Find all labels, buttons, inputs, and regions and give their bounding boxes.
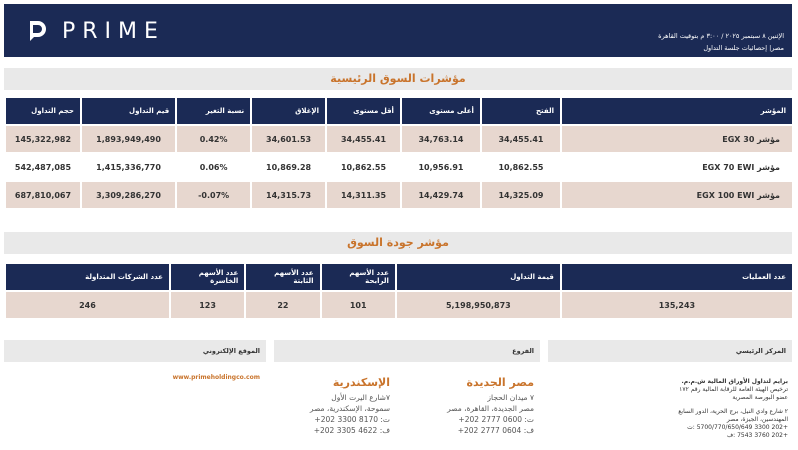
cell-low: 34,455.41: [327, 126, 400, 152]
alex-addr2: سموحة، الإسكندرية، مصر: [309, 404, 390, 413]
brand-name: PRIME: [62, 18, 165, 44]
cell-close: 34,601.53: [252, 126, 326, 152]
cell-open: 14,325.09: [481, 182, 560, 208]
cell-deals: 135,243: [561, 292, 792, 318]
hq-tel: +202 3300 5700/770/650/649 :ت: [687, 424, 788, 431]
alex-branch: الإسكندرية ٧شارع اليرت الأول سموحة، الإس…: [270, 376, 390, 436]
heliopolis-addr2: مصر الجديدة، القاهرة، مصر: [447, 404, 534, 413]
session-date: الإثنين ٨ سبتمبر ٢٠٢٥ / ٣:٠٠ م بتوقيت ال…: [658, 32, 784, 40]
col-index: المؤشر: [561, 98, 792, 124]
col-high: أعلى مستوى: [401, 98, 480, 124]
cell-volume: 145,322,982: [6, 126, 80, 152]
cell-unchanged: 22: [246, 292, 320, 318]
col-unchanged: عدد الأسهم الثابتة: [246, 264, 320, 290]
cell-high: 10,956.91: [401, 154, 480, 180]
heliopolis-branch: مصر الجديدة ٧ ميدان الحجاز مصر الجديدة، …: [412, 376, 534, 436]
quality-title: مؤشر جودة السوق: [4, 232, 792, 254]
hq-license2: عضو البورصة المصرية: [732, 394, 788, 401]
col-change: نسبة التغير: [177, 98, 251, 124]
header-info: الإثنين ٨ سبتمبر ٢٠٢٥ / ٣:٠٠ م بتوقيت ال…: [658, 30, 784, 54]
cell-index: مؤشر EGX 100 EWI: [561, 182, 792, 208]
col-gainers: عدد الأسهم الرابحة: [321, 264, 395, 290]
cell-volume: 542,487,085: [6, 154, 80, 180]
branches-section-label: الفروع: [274, 340, 540, 362]
col-close: الإغلاق: [252, 98, 326, 124]
indices-header-row: حجم التداول قيم التداول نسبة التغير الإغ…: [6, 98, 792, 124]
col-low: أقل مستوى: [327, 98, 400, 124]
quality-table: عدد الشركات المتداولة عدد الأسهم الخاسرة…: [4, 262, 794, 320]
indices-table: حجم التداول قيم التداول نسبة التغير الإغ…: [4, 96, 794, 210]
hq-license1: ترخيص الهيئة العامة للرقابة المالية رقم …: [679, 386, 788, 393]
cell-change: -0.07%: [177, 182, 251, 208]
cell-index: مؤشر EGX 30: [561, 126, 792, 152]
website-link[interactable]: www.primeholdingco.com: [172, 374, 260, 381]
col-turnover: قيمة التداول: [396, 264, 560, 290]
cell-losers: 123: [170, 292, 245, 318]
cell-open: 34,455.41: [481, 126, 560, 152]
cell-change: 0.06%: [177, 154, 251, 180]
cell-index: مؤشر EGX 70 EWI: [561, 154, 792, 180]
hq-addr1: ٢ شارع وادي النيل، برج الحرية، الدور الس…: [678, 408, 788, 415]
cell-close: 14,315.73: [252, 182, 326, 208]
table-row: 687,810,067 3,309,286,270 -0.07% 14,315.…: [6, 182, 792, 208]
website-block: www.primeholdingco.com: [120, 374, 260, 381]
col-deals: عدد العمليات: [561, 264, 792, 290]
table-row: 246 123 22 101 5,198,950,873 135,243: [6, 292, 792, 318]
alex-fax: ف: 4622 3305 202+: [313, 426, 390, 435]
cell-high: 34,763.14: [401, 126, 480, 152]
alex-city: الإسكندرية: [332, 376, 390, 389]
cell-turnover: 5,198,950,873: [396, 292, 560, 318]
cell-traded: 246: [6, 292, 169, 318]
cell-low: 14,311.35: [327, 182, 400, 208]
indices-title: مؤشرات السوق الرئيسية: [4, 68, 792, 90]
cell-change: 0.42%: [177, 126, 251, 152]
col-volume: حجم التداول: [6, 98, 80, 124]
cell-close: 10,869.28: [252, 154, 326, 180]
table-row: 542,487,085 1,415,336,770 0.06% 10,869.2…: [6, 154, 792, 180]
session-subtitle: مصر| إحصائيات جلسة التداول: [703, 44, 784, 52]
hq-block: برايم لتداول الأوراق المالية ش.م.م. ترخي…: [632, 378, 788, 440]
col-losers: عدد الأسهم الخاسرة: [170, 264, 245, 290]
hq-company: برايم لتداول الأوراق المالية ش.م.م.: [681, 378, 788, 385]
heliopolis-addr1: ٧ ميدان الحجاز: [487, 393, 534, 402]
heliopolis-fax: ف: 0604 2777 202+: [457, 426, 534, 435]
website-section-label: الموقع الإلكتروني: [4, 340, 266, 362]
col-value: قيم التداول: [81, 98, 176, 124]
cell-value: 3,309,286,270: [81, 182, 176, 208]
prime-logo[interactable]: PRIME: [26, 18, 165, 44]
col-open: الفتح: [481, 98, 560, 124]
prime-logo-icon: [29, 21, 46, 41]
cell-open: 10,862.55: [481, 154, 560, 180]
cell-value: 1,893,949,490: [81, 126, 176, 152]
hq-section-label: المركز الرئيسي: [548, 340, 792, 362]
table-row: 145,322,982 1,893,949,490 0.42% 34,601.5…: [6, 126, 792, 152]
alex-tel: ت: 8170 3300 202+: [314, 415, 390, 424]
alex-addr1: ٧شارع اليرت الأول: [331, 393, 390, 402]
cell-high: 14,429.74: [401, 182, 480, 208]
hq-addr2: المهندسين، الجيزة، مصر: [726, 416, 788, 423]
cell-low: 10,862.55: [327, 154, 400, 180]
heliopolis-tel: ت: 0600 2777 202+: [458, 415, 534, 424]
col-traded: عدد الشركات المتداولة: [6, 264, 169, 290]
heliopolis-city: مصر الجديدة: [466, 376, 534, 389]
header-bar: PRIME الإثنين ٨ سبتمبر ٢٠٢٥ / ٣:٠٠ م بتو…: [4, 4, 792, 57]
cell-gainers: 101: [321, 292, 395, 318]
hq-fax: +202 3760 7543 :ف: [726, 432, 788, 439]
quality-header-row: عدد الشركات المتداولة عدد الأسهم الخاسرة…: [6, 264, 792, 290]
cell-value: 1,415,336,770: [81, 154, 176, 180]
cell-volume: 687,810,067: [6, 182, 80, 208]
